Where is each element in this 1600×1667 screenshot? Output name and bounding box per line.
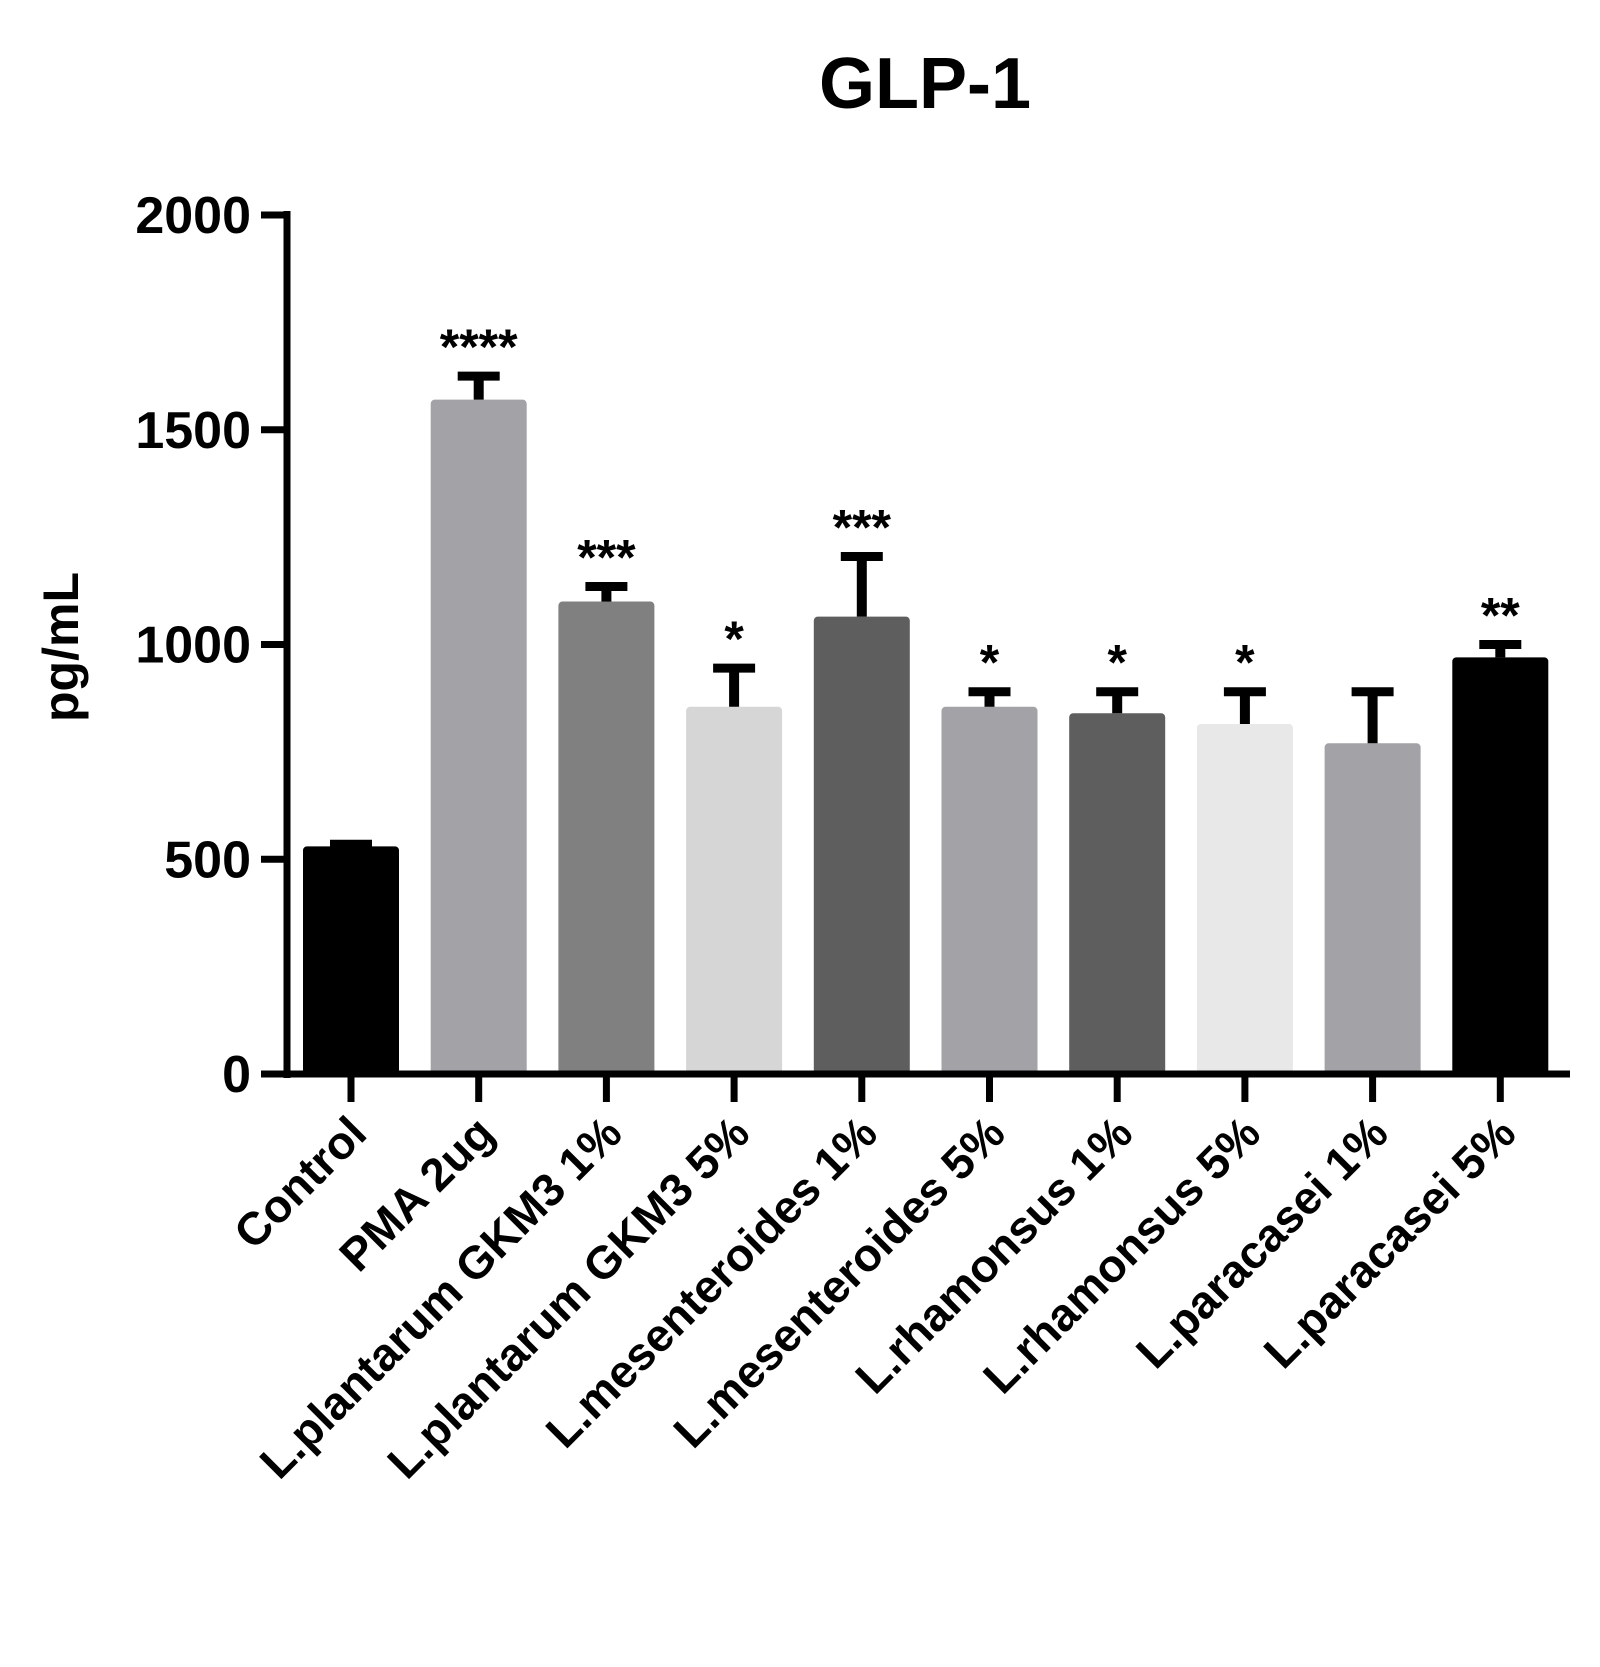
bar-2 <box>558 601 655 1074</box>
bar-6 <box>1069 713 1166 1074</box>
significance-label-2: *** <box>577 530 636 586</box>
bar-5 <box>941 706 1038 1074</box>
significance-label-4: *** <box>833 499 892 555</box>
bar-3 <box>686 706 783 1074</box>
y-tick-label-2: 1000 <box>135 617 251 675</box>
y-axis-label: pg/mL <box>33 572 89 722</box>
significance-label-9: ** <box>1481 588 1520 644</box>
bar-1 <box>430 399 527 1074</box>
significance-label-1: **** <box>440 319 518 375</box>
y-tick-label-4: 2000 <box>135 187 251 245</box>
significance-label-3: * <box>724 611 744 667</box>
chart-title: GLP-1 <box>819 44 1031 124</box>
y-tick-label-0: 0 <box>222 1046 251 1104</box>
y-tick-label-3: 1500 <box>135 402 251 460</box>
significance-label-7: * <box>1235 635 1255 691</box>
bar-9 <box>1452 657 1549 1074</box>
significance-label-5: * <box>980 635 1000 691</box>
significance-label-6: * <box>1107 635 1127 691</box>
bar-4 <box>813 616 910 1074</box>
bar-8 <box>1324 743 1421 1074</box>
bar-7 <box>1196 723 1293 1074</box>
y-tick-label-1: 500 <box>164 831 251 889</box>
plot-area: ************ * ***0500100015002000ControlP… <box>135 187 1570 1488</box>
bar-0 <box>303 846 399 1074</box>
